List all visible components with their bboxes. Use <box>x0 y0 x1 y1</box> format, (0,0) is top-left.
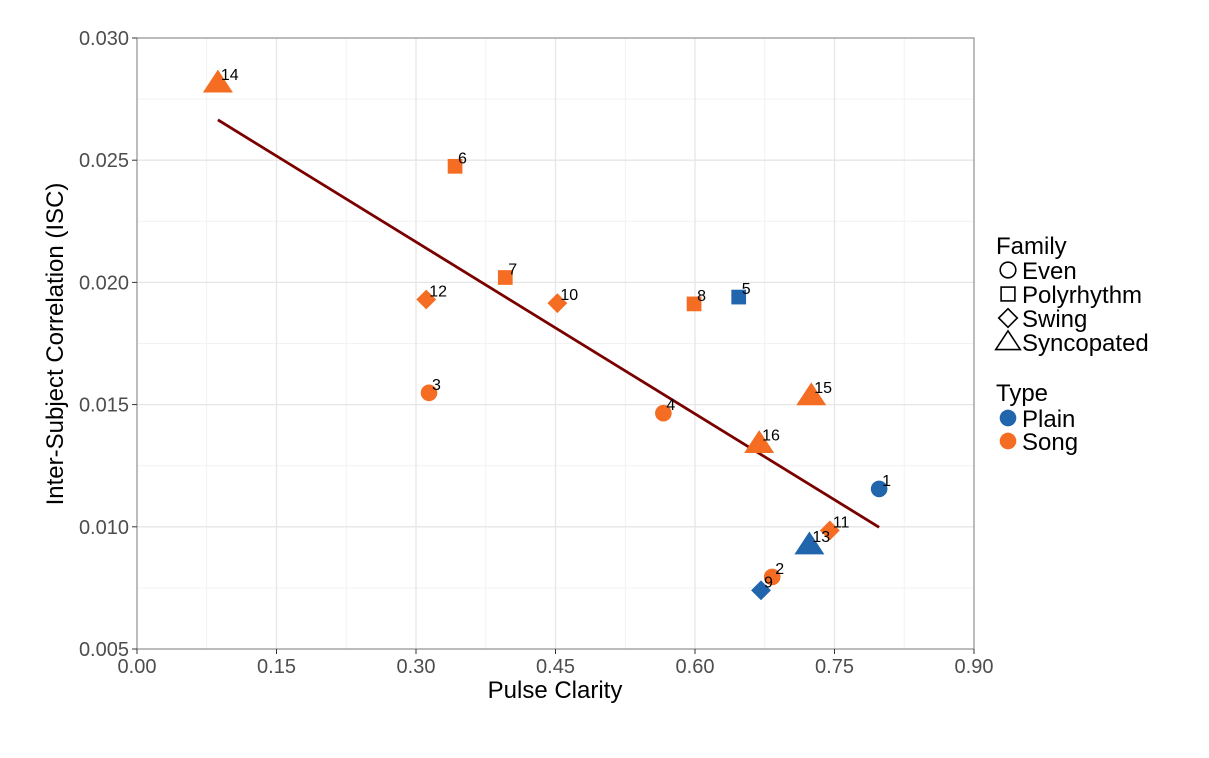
data-point-2 <box>763 568 781 586</box>
legend-family-label: Polyrhythm <box>1022 282 1142 309</box>
regression-line <box>217 118 880 529</box>
legend-type-label: Song <box>1022 429 1078 456</box>
x-axis-title: Pulse Clarity <box>488 677 623 704</box>
data-point-15 <box>796 382 827 406</box>
legend-circle-icon <box>999 261 1017 279</box>
data-point-6 <box>447 158 463 174</box>
x-tick-label: 0.00 <box>118 656 157 678</box>
y-tick-label: 0.005 <box>79 639 129 661</box>
y-tick-label: 0.015 <box>79 395 129 417</box>
legend-diamond-icon <box>997 307 1019 329</box>
data-point-3 <box>420 384 438 402</box>
point-label-15: 15 <box>814 380 832 397</box>
y-tick-label: 0.030 <box>79 28 129 50</box>
data-point-8 <box>686 296 702 312</box>
legend-type-label: Plain <box>1022 406 1075 433</box>
legend-family-label: Syncopated <box>1022 330 1149 357</box>
point-label-9: 9 <box>764 574 773 591</box>
x-tick-label: 0.75 <box>815 656 854 678</box>
legend-family-label: Even <box>1022 258 1077 285</box>
x-tick-label: 0.30 <box>397 656 436 678</box>
point-label-13: 13 <box>812 529 830 546</box>
y-tick-label: 0.020 <box>79 272 129 294</box>
y-tick-label: 0.010 <box>79 517 129 539</box>
data-points <box>202 69 888 601</box>
data-point-16 <box>744 430 775 453</box>
data-point-12 <box>416 289 437 310</box>
y-axis-title: Inter-Subject Correlation (ISC) <box>42 183 69 506</box>
data-point-14 <box>202 69 233 93</box>
legend-family-title: Family <box>996 233 1067 260</box>
legend-family-label: Swing <box>1022 306 1087 333</box>
y-tick-label: 0.025 <box>79 150 129 172</box>
point-label-14: 14 <box>221 67 239 84</box>
data-point-7 <box>497 270 513 285</box>
x-tick-label: 0.90 <box>955 656 994 678</box>
point-label-16: 16 <box>762 428 780 445</box>
legend-square-icon <box>1000 286 1016 302</box>
legend-triangle-icon <box>994 329 1022 351</box>
x-tick-label: 0.60 <box>676 656 715 678</box>
data-point-4 <box>655 404 672 422</box>
data-point-9 <box>751 580 771 601</box>
data-point-10 <box>547 293 568 314</box>
point-label-11: 11 <box>833 514 850 531</box>
point-label-12: 12 <box>429 284 447 301</box>
point-label-7: 7 <box>508 262 517 279</box>
data-point-11 <box>819 520 840 541</box>
y-axis-ticks: 0.005 0.010 0.015 0.020 0.025 0.030 <box>79 28 137 661</box>
x-tick-label: 0.45 <box>536 656 575 678</box>
point-label-8: 8 <box>697 288 706 305</box>
x-axis-ticks: 0.00 0.15 0.30 0.45 0.60 0.75 0.90 <box>118 649 994 678</box>
legend-song-swatch <box>999 432 1017 450</box>
point-label-10: 10 <box>560 287 578 304</box>
point-label-4: 4 <box>666 397 675 414</box>
x-tick-label: 0.15 <box>257 656 296 678</box>
point-label-5: 5 <box>742 281 751 298</box>
data-point-1 <box>870 480 888 498</box>
legend-plain-swatch <box>999 409 1017 427</box>
data-point-13 <box>794 531 825 555</box>
grid-lines <box>136 37 975 650</box>
point-label-6: 6 <box>458 150 467 167</box>
point-label-2: 2 <box>775 561 784 578</box>
point-label-3: 3 <box>432 377 441 394</box>
data-point-5 <box>731 289 747 305</box>
point-label-1: 1 <box>882 473 891 490</box>
legend-type-title: Type <box>996 380 1048 407</box>
